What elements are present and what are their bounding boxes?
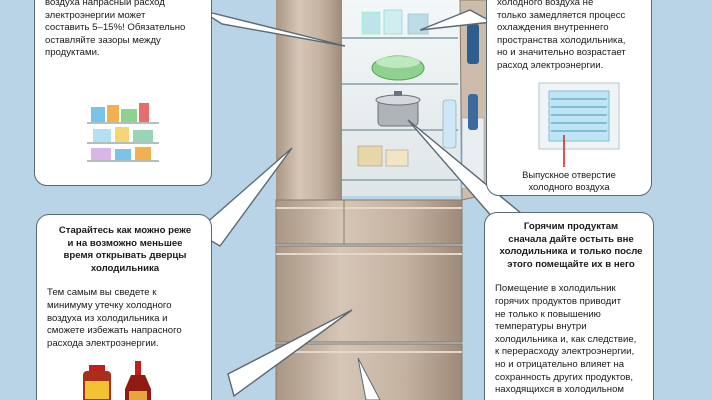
tip-text-line: холодильника и, как следствие, [495, 333, 637, 345]
container-icon [383, 9, 403, 35]
tip-text-line: оставляйте зазоры между [45, 34, 161, 46]
food-containers-shelf-icon [87, 103, 159, 162]
tip-heading: Горячим продуктам сначала дайте остыть в… [495, 221, 647, 271]
tip-text-line: не только к повышению [495, 308, 601, 320]
tip-text-line: сохранность других продуктов, [495, 371, 634, 383]
tip-text-line: воздуха напрасный расход [45, 0, 165, 8]
tip-text-line: но и значительно возрастает [497, 47, 626, 59]
tip-text-line: холодного воздуха не [497, 0, 594, 8]
tip-text-line: расхода электроэнергии. [47, 337, 159, 349]
tip-heading-line: Горячим продуктам [523, 221, 619, 232]
tip-text-line: только замедляется процесс [497, 9, 626, 21]
pointer-bottom [227, 309, 353, 398]
tip-text-line: электроэнергии может [45, 9, 146, 21]
tip-heading-line: холодильника и только после [499, 246, 643, 258]
tip-bubble-air-vent: холодного воздуха не только замедляется … [486, 0, 652, 196]
tip-heading-line: холодильника [90, 262, 160, 274]
water-bottle-icon [442, 99, 457, 149]
tip-text-line: сможете избежать напрасного [47, 325, 182, 337]
fridge-middle-drawer [275, 199, 463, 245]
vent-caption-line: холодного воздуха [528, 181, 610, 192]
vent-caption-line: Выпускное отверстие [522, 169, 616, 180]
tip-text-line: Тем самым вы сведете к [47, 287, 157, 299]
tip-text-line: составить 5–15%! Обязательно [45, 22, 186, 34]
sauce-bottles-icon [83, 361, 151, 400]
tip-text-line: воздуха из холодильника и [47, 312, 168, 324]
food-box-icon [357, 145, 383, 167]
tip-heading-line: этого помещайте их в него [507, 258, 635, 270]
tip-bubble-leave-gaps: воздуха напрасный расход электроэнергии … [34, 0, 212, 186]
tip-heading-line: сначала дайте остыть вне [508, 233, 634, 245]
tip-text-line: находящихся в холодильном [495, 384, 625, 396]
tip-text-line: горячих продуктов приводит [495, 295, 621, 307]
fridge-left-panel [276, 0, 342, 200]
container-icon [361, 11, 381, 35]
tip-text-line: пространства холодильника, [497, 34, 626, 46]
tip-heading: Старайтесь как можно реже и на возможно … [47, 225, 203, 275]
tip-text-line: расход электроэнергии. [497, 59, 604, 71]
tip-heading-line: и на возможно меньшее [67, 237, 183, 249]
pointer-top-right [419, 9, 495, 31]
tip-heading-line: Старайтесь как можно реже [58, 225, 192, 236]
tip-heading-line: время открывать дверцы [63, 250, 187, 262]
tip-text-line: продуктами. [45, 47, 100, 59]
tip-bubble-door-open: Старайтесь как можно реже и на возможно … [36, 214, 212, 400]
fridge-vegetable-drawer [275, 245, 463, 343]
tip-text-line: к перерасходу электроэнергии, [495, 346, 635, 358]
vent-caption: Выпускное отверстие холодного воздуха [493, 169, 645, 193]
tip-text-line: минимуму утечку холодного [47, 299, 172, 311]
air-vent-icon [538, 82, 620, 167]
tip-bubble-hot-food: Горячим продуктам сначала дайте остыть в… [484, 212, 654, 400]
pointer-bottom-right [357, 357, 381, 400]
food-box-icon [385, 149, 409, 167]
container-icon [407, 13, 429, 35]
tip-text-line: охлаждения внутреннего [497, 22, 609, 34]
tip-text-line: но и отрицательно влияет на [495, 358, 625, 370]
tip-text-line: температуры внутри [495, 321, 587, 333]
tip-text-line: Помещение в холодильник [495, 283, 616, 295]
